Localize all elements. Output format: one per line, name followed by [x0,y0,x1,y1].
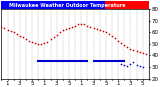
Point [135,50,138,52]
Point [114,37,116,39]
Point [132,62,135,63]
Point [22,36,24,38]
Point [89,26,92,27]
Point [28,40,30,41]
Point [120,63,122,64]
Point [92,27,95,29]
Point [144,54,147,55]
Point [129,63,132,64]
Point [111,35,113,37]
Point [34,42,36,44]
Point [101,31,104,32]
Point [49,39,52,40]
Point [138,65,141,67]
Point [16,33,18,34]
Point [123,64,126,65]
Point [126,47,129,48]
Point [104,32,107,33]
Point [58,32,61,33]
Point [3,27,6,29]
Point [65,28,67,30]
Point [12,32,15,33]
Point [132,49,135,50]
Point [74,25,76,26]
Point [52,36,55,38]
Point [98,29,101,31]
Point [31,41,33,42]
Point [62,29,64,31]
Point [141,52,144,54]
Point [40,43,43,45]
Point [9,31,12,32]
Point [135,64,138,65]
Point [129,48,132,49]
Point [108,33,110,34]
Point [138,51,141,53]
Point [95,28,98,30]
Point [43,42,46,44]
Point [123,44,126,46]
Point [25,39,27,40]
Point [80,24,83,25]
Point [6,29,9,31]
Point [126,65,129,67]
Point [37,43,40,45]
Point [68,27,70,29]
Point [86,25,89,26]
Point [77,24,80,25]
Point [117,40,119,41]
Point [120,42,122,44]
Point [19,35,21,37]
Point [141,66,144,68]
Point [46,41,49,42]
Point [55,34,58,35]
Point [83,24,86,25]
Point [0,26,3,27]
Point [71,26,73,27]
